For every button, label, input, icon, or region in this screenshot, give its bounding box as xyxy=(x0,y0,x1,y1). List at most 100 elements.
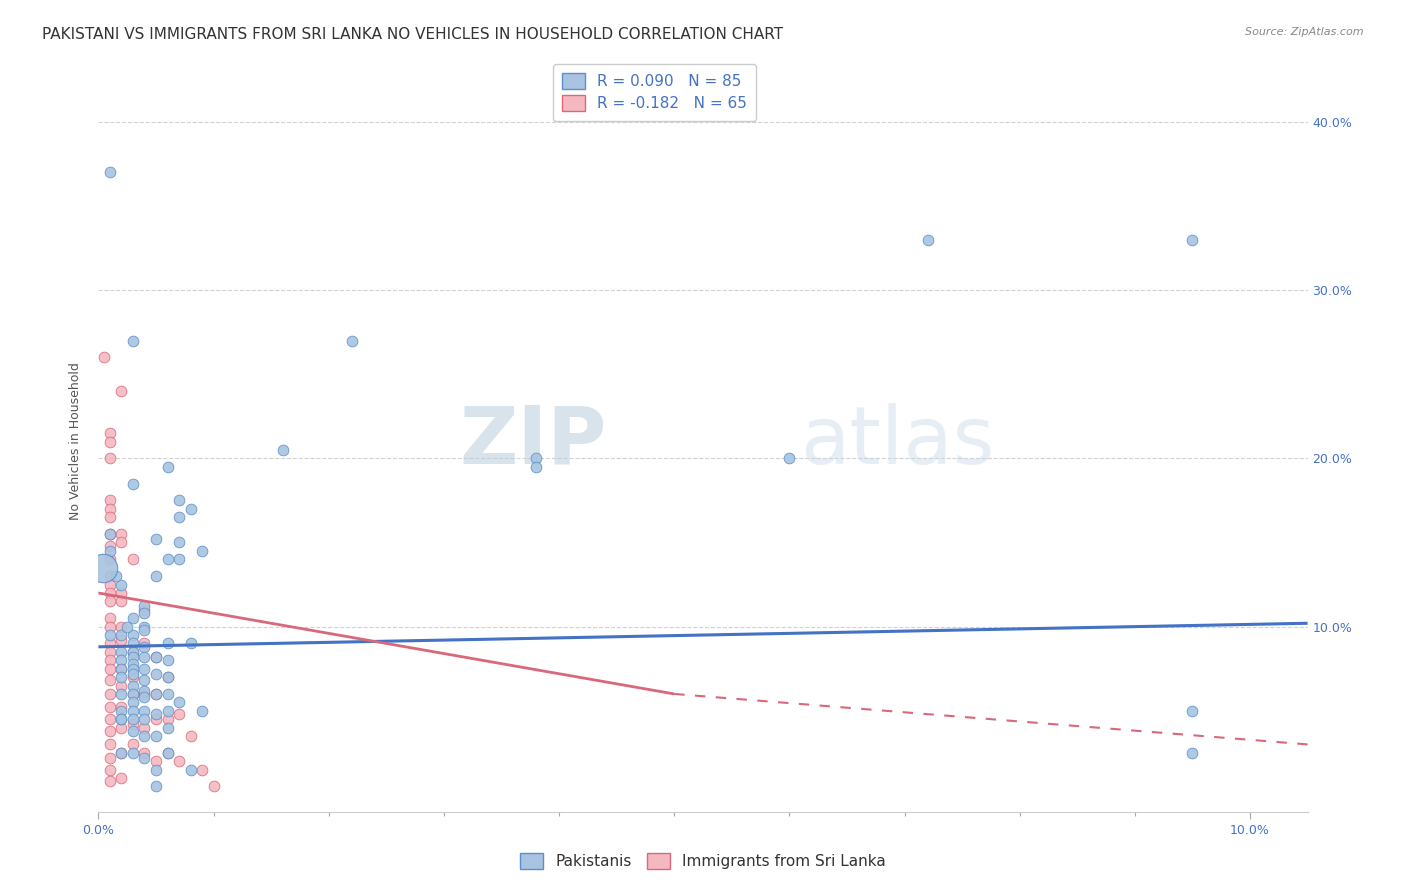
Point xyxy=(134,673,156,688)
Point xyxy=(98,527,121,541)
Point xyxy=(122,666,145,681)
Point xyxy=(134,687,156,701)
Point xyxy=(524,459,547,474)
Point xyxy=(145,707,167,722)
Point xyxy=(110,619,132,633)
Point xyxy=(110,746,132,760)
Point xyxy=(134,603,156,617)
Point xyxy=(98,165,121,179)
Point xyxy=(110,662,132,676)
Point xyxy=(110,527,132,541)
Point xyxy=(110,633,132,648)
Point xyxy=(122,628,145,642)
Point xyxy=(98,619,121,633)
Text: PAKISTANI VS IMMIGRANTS FROM SRI LANKA NO VEHICLES IN HOUSEHOLD CORRELATION CHAR: PAKISTANI VS IMMIGRANTS FROM SRI LANKA N… xyxy=(42,27,783,42)
Point xyxy=(98,451,121,466)
Point xyxy=(110,679,132,693)
Point xyxy=(110,712,132,726)
Point xyxy=(98,577,121,591)
Point xyxy=(93,351,115,365)
Point xyxy=(98,426,121,441)
Point xyxy=(167,754,190,768)
Point xyxy=(122,723,145,738)
Point xyxy=(167,535,190,549)
Point xyxy=(180,501,202,516)
Point xyxy=(98,527,121,541)
Point xyxy=(110,700,132,714)
Point xyxy=(110,645,132,659)
Point xyxy=(271,442,294,457)
Point xyxy=(167,493,190,508)
Point xyxy=(122,687,145,701)
Point xyxy=(98,628,121,642)
Point xyxy=(122,717,145,731)
Point xyxy=(156,687,179,701)
Point xyxy=(98,673,121,688)
Point xyxy=(202,780,225,794)
Point xyxy=(98,594,121,608)
Point xyxy=(145,754,167,768)
Point xyxy=(145,532,167,546)
Point xyxy=(98,687,121,701)
Point xyxy=(122,712,145,726)
Point xyxy=(122,687,145,701)
Point xyxy=(180,636,202,650)
Point xyxy=(145,729,167,743)
Point xyxy=(180,729,202,743)
Point xyxy=(98,552,121,566)
Point xyxy=(145,687,167,701)
Text: ZIP: ZIP xyxy=(458,402,606,481)
Point xyxy=(110,662,132,676)
Point xyxy=(122,695,145,709)
Point xyxy=(145,780,167,794)
Point xyxy=(167,707,190,722)
Point xyxy=(122,657,145,671)
Point xyxy=(98,611,121,625)
Point xyxy=(110,670,132,684)
Point xyxy=(156,552,179,566)
Point xyxy=(122,746,145,760)
Point xyxy=(134,636,156,650)
Point xyxy=(110,384,132,398)
Point xyxy=(98,751,121,765)
Point xyxy=(156,670,179,684)
Point xyxy=(524,451,547,466)
Point xyxy=(98,738,121,752)
Point xyxy=(110,721,132,735)
Point xyxy=(98,774,121,789)
Point xyxy=(98,569,121,583)
Point xyxy=(1181,746,1204,760)
Point xyxy=(778,451,800,466)
Text: atlas: atlas xyxy=(800,402,994,481)
Legend: Pakistanis, Immigrants from Sri Lanka: Pakistanis, Immigrants from Sri Lanka xyxy=(515,847,891,875)
Point xyxy=(134,729,156,743)
Point xyxy=(145,666,167,681)
Point xyxy=(156,459,179,474)
Point xyxy=(156,704,179,718)
Point xyxy=(145,649,167,664)
Point xyxy=(167,510,190,524)
Point xyxy=(110,535,132,549)
Point xyxy=(156,746,179,760)
Point xyxy=(340,334,363,348)
Point xyxy=(122,611,145,625)
Point xyxy=(156,721,179,735)
Point xyxy=(134,721,156,735)
Point xyxy=(110,586,132,600)
Point xyxy=(98,501,121,516)
Point xyxy=(145,687,167,701)
Point xyxy=(98,653,121,667)
Point xyxy=(98,712,121,726)
Point xyxy=(110,704,132,718)
Point xyxy=(122,334,145,348)
Point xyxy=(156,712,179,726)
Point xyxy=(110,687,132,701)
Point xyxy=(156,636,179,650)
Point xyxy=(134,619,156,633)
Point xyxy=(134,599,156,614)
Point xyxy=(134,649,156,664)
Point xyxy=(191,763,214,777)
Point xyxy=(122,636,145,650)
Point xyxy=(134,683,156,698)
Point xyxy=(145,712,167,726)
